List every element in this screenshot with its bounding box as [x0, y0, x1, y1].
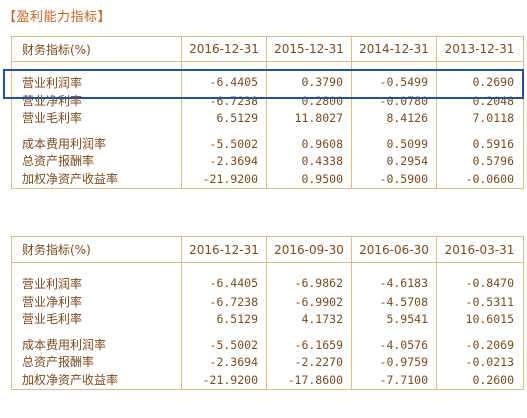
row-value: 0.2954 [352, 152, 437, 169]
header-label: 财务指标(%) [12, 237, 182, 262]
row-value: -4.5708 [352, 293, 437, 310]
row-value: -2.3694 [182, 353, 267, 370]
table-row: 营业利润率 -6.4405 0.3790 -0.5499 0.2690 [12, 72, 523, 92]
row-value: 6.5129 [182, 310, 267, 327]
row-value: 0.2600 [472, 372, 514, 387]
row-label: 营业毛利率 [12, 109, 182, 126]
row-value: 8.4126 [352, 109, 437, 126]
table-row: 营业毛利率 6.5129 4.1732 5.9541 10.6015 [12, 310, 523, 327]
row-value: -21.9200 [182, 370, 267, 389]
row-value: 6.5129 [182, 109, 267, 126]
highlight-box [3, 69, 524, 99]
row-value: 0.2690 [472, 75, 514, 89]
row-label: 加权净资产收益率 [12, 370, 182, 389]
row-label: 营业净利率 [12, 293, 182, 310]
header-date: 2013-12-31 [444, 42, 515, 56]
row-value: -0.8470 [465, 276, 514, 290]
table-row: 加权净资产收益率 -21.9200 -17.8600 -7.7100 0.260… [12, 370, 523, 389]
header-date: 2016-12-31 [182, 37, 267, 61]
row-value: -2.2270 [267, 353, 352, 370]
row-value: 10.6015 [465, 311, 514, 326]
row-label: 加权净资产收益率 [12, 169, 182, 188]
row-value: 0.4338 [267, 152, 352, 169]
table-row: 营业毛利率 6.5129 11.8027 8.4126 7.0118 [12, 109, 523, 126]
row-value: -0.9759 [352, 353, 437, 370]
table-row: 总资产报酬率 -2.3694 0.4338 0.2954 0.5796 [12, 152, 523, 169]
row-label: 总资产报酬率 [12, 353, 182, 370]
row-value: -6.9862 [267, 273, 352, 293]
row-value: -0.5499 [352, 72, 437, 92]
row-value: 7.0118 [472, 110, 514, 125]
table-row: 加权净资产收益率 -21.9200 0.9500 -0.5900 -0.0600 [12, 169, 523, 188]
profitability-table-quarterly: 财务指标(%) 2016-12-31 2016-09-30 2016-06-30… [11, 236, 524, 390]
row-value: -0.2069 [465, 337, 514, 352]
row-label: 成本费用利润率 [12, 135, 182, 152]
row-value: -6.1659 [267, 336, 352, 353]
table-row: 成本费用利润率 -5.5002 0.9608 0.5099 0.5916 [12, 135, 523, 152]
row-label: 营业利润率 [12, 72, 182, 92]
row-value: -2.3694 [182, 152, 267, 169]
row-value: 0.3790 [267, 72, 352, 92]
row-value: -6.9902 [267, 293, 352, 310]
row-value: -5.5002 [182, 336, 267, 353]
row-value: 0.5796 [472, 153, 514, 168]
row-value: 11.8027 [267, 109, 352, 126]
row-value: 4.1732 [267, 310, 352, 327]
row-value: -0.5900 [352, 169, 437, 188]
header-date: 2015-12-31 [267, 37, 352, 61]
table-row: 营业利润率 -6.4405 -6.9862 -4.6183 -0.8470 [12, 273, 523, 293]
header-date: 2016-12-31 [182, 237, 267, 262]
header-date: 2016-03-31 [444, 242, 515, 257]
row-value: -0.5311 [465, 294, 514, 309]
header-label: 财务指标(%) [12, 37, 182, 61]
row-value: 0.5916 [472, 136, 514, 151]
row-value: -21.9200 [182, 169, 267, 188]
row-value: -0.0213 [465, 354, 514, 369]
table-header: 财务指标(%) 2016-12-31 2016-09-30 2016-06-30… [12, 237, 523, 263]
section-title: 【盈利能力指标】 [3, 10, 112, 25]
row-value: -6.7238 [182, 293, 267, 310]
header-date: 2016-06-30 [352, 237, 437, 262]
row-value: -4.0576 [352, 336, 437, 353]
row-label: 总资产报酬率 [12, 152, 182, 169]
row-value: 5.9541 [352, 310, 437, 327]
table-header: 财务指标(%) 2016-12-31 2015-12-31 2014-12-31… [12, 37, 523, 62]
row-value: -5.5002 [182, 135, 267, 152]
row-value: 0.5099 [352, 135, 437, 152]
row-value: 0.9500 [267, 169, 352, 188]
header-date: 2014-12-31 [352, 37, 437, 61]
row-value: -17.8600 [267, 370, 352, 389]
row-value: -6.4405 [182, 72, 267, 92]
header-date: 2016-09-30 [267, 237, 352, 262]
table-row: 营业净利率 -6.7238 -6.9902 -4.5708 -0.5311 [12, 293, 523, 310]
row-value: -7.7100 [352, 370, 437, 389]
profitability-table-annual: 财务指标(%) 2016-12-31 2015-12-31 2014-12-31… [11, 36, 524, 189]
row-value: 0.9608 [267, 135, 352, 152]
row-label: 成本费用利润率 [12, 336, 182, 353]
table-row: 成本费用利润率 -5.5002 -6.1659 -4.0576 -0.2069 [12, 336, 523, 353]
row-label: 营业毛利率 [12, 310, 182, 327]
table-row: 总资产报酬率 -2.3694 -2.2270 -0.9759 -0.0213 [12, 353, 523, 370]
row-value: -4.6183 [352, 273, 437, 293]
row-value: -6.4405 [182, 273, 267, 293]
row-label: 营业利润率 [12, 273, 182, 293]
row-value: -0.0600 [465, 171, 514, 186]
